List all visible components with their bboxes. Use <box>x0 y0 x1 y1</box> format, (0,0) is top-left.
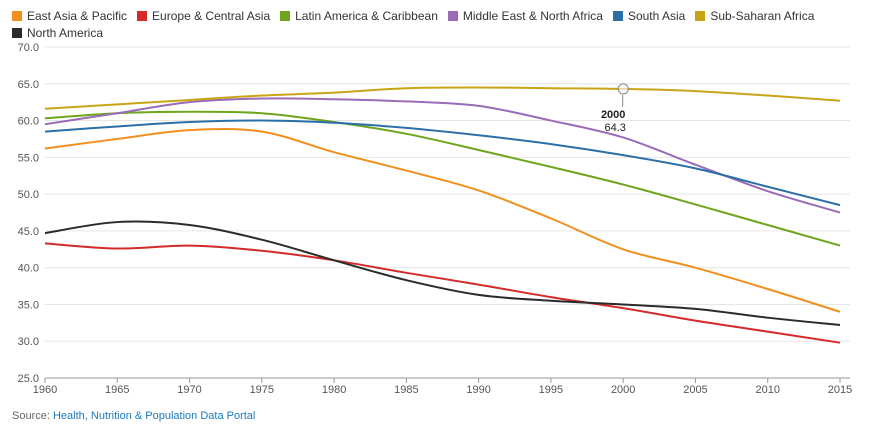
x-tick-label: 2005 <box>683 384 707 396</box>
y-tick-label: 60.0 <box>18 116 39 128</box>
y-tick-label: 45.0 <box>18 226 39 238</box>
series-line <box>44 110 841 247</box>
x-tick-label: 2000 <box>611 384 635 396</box>
legend-swatch <box>447 11 458 21</box>
legend-label: East Asia & Pacific <box>27 9 128 23</box>
legend-item[interactable]: Middle East & North Africa <box>447 8 603 24</box>
source-link[interactable]: Health, Nutrition & Population Data Port… <box>52 410 256 422</box>
x-tick-label: 1970 <box>177 384 201 396</box>
x-tick-label: 1965 <box>105 384 129 396</box>
legend-item[interactable]: East Asia & Pacific <box>12 8 127 24</box>
series-line <box>44 128 841 313</box>
source-prefix: Source: <box>12 410 50 422</box>
legend-item[interactable]: Latin America & Caribbean <box>280 8 438 24</box>
x-tick-label: 1985 <box>394 384 418 396</box>
x-tick-label: 1975 <box>250 384 274 396</box>
legend-label: North America <box>27 26 104 40</box>
legend-swatch <box>612 11 623 21</box>
series-line <box>44 86 841 110</box>
legend-item[interactable]: North America <box>12 25 103 41</box>
x-tick-label: 2010 <box>755 384 779 396</box>
y-tick-label: 40.0 <box>18 263 39 275</box>
y-tick-label: 50.0 <box>18 189 39 201</box>
x-tick-label: 1980 <box>322 384 346 396</box>
legend-label: Latin America & Caribbean <box>295 9 438 23</box>
x-tick-label: 2015 <box>828 384 852 396</box>
source-note: Source: Health, Nutrition & Population D… <box>12 410 255 422</box>
legend-swatch <box>695 11 706 21</box>
series-line <box>44 242 841 344</box>
annotation-y-label: 64.3 <box>604 122 625 134</box>
legend-item[interactable]: South Asia <box>612 8 686 24</box>
legend-item[interactable]: Sub-Saharan Africa <box>695 8 814 24</box>
legend-label: South Asia <box>627 9 686 23</box>
series-line <box>44 119 841 207</box>
legend-swatch <box>12 11 22 21</box>
legend-label: Europe & Central Asia <box>152 9 271 23</box>
y-tick-label: 35.0 <box>18 299 39 311</box>
legend-swatch <box>12 28 22 38</box>
y-tick-label: 70.0 <box>18 42 39 54</box>
x-tick-label: 1995 <box>539 384 563 396</box>
hover-marker <box>617 83 629 95</box>
series-line <box>44 97 841 214</box>
legend-label: Sub-Saharan Africa <box>710 9 815 23</box>
legend-label: Middle East & North Africa <box>462 9 603 23</box>
legend-item[interactable]: Europe & Central Asia <box>137 8 270 24</box>
y-tick-label: 55.0 <box>18 152 39 164</box>
x-tick-label: 1990 <box>466 384 490 396</box>
legend-swatch <box>137 11 148 21</box>
series-line <box>44 220 841 327</box>
legend-swatch <box>280 11 291 21</box>
x-tick-label: 1960 <box>33 384 57 396</box>
y-tick-label: 30.0 <box>18 336 39 348</box>
chart-legend: East Asia & Pacific Europe & Central Asia… <box>12 8 862 42</box>
y-tick-label: 65.0 <box>18 79 39 91</box>
annotation-x-label: 2000 <box>601 109 625 121</box>
y-tick-label: 25.0 <box>18 373 39 385</box>
